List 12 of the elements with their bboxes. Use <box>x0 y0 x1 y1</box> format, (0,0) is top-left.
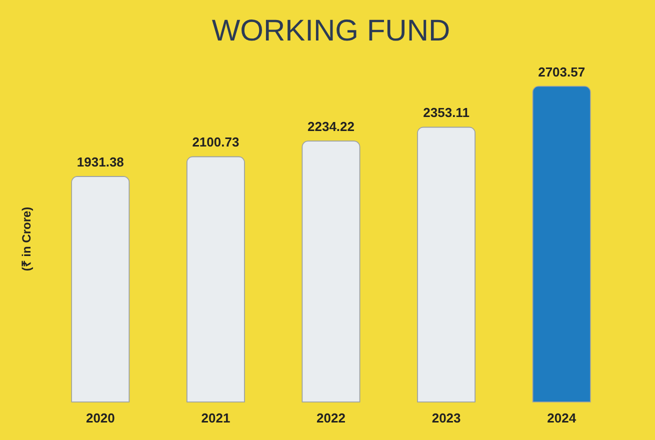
x-tick-label: 2023 <box>432 410 461 426</box>
data-label: 2703.57 <box>538 64 586 80</box>
x-tick-label: 2022 <box>316 410 346 426</box>
x-tick-label: 2020 <box>86 410 115 426</box>
chart-title: WORKING FUND <box>212 14 450 48</box>
data-label: 2100.73 <box>192 134 240 150</box>
data-label: 1931.38 <box>76 154 124 170</box>
data-label: 2234.22 <box>308 119 354 134</box>
x-tick-label: 2021 <box>201 410 230 426</box>
x-tick-label: 2024 <box>547 410 577 426</box>
data-label: 2353.11 <box>423 105 470 120</box>
y-axis-title: (₹ in Crore) <box>20 206 34 272</box>
